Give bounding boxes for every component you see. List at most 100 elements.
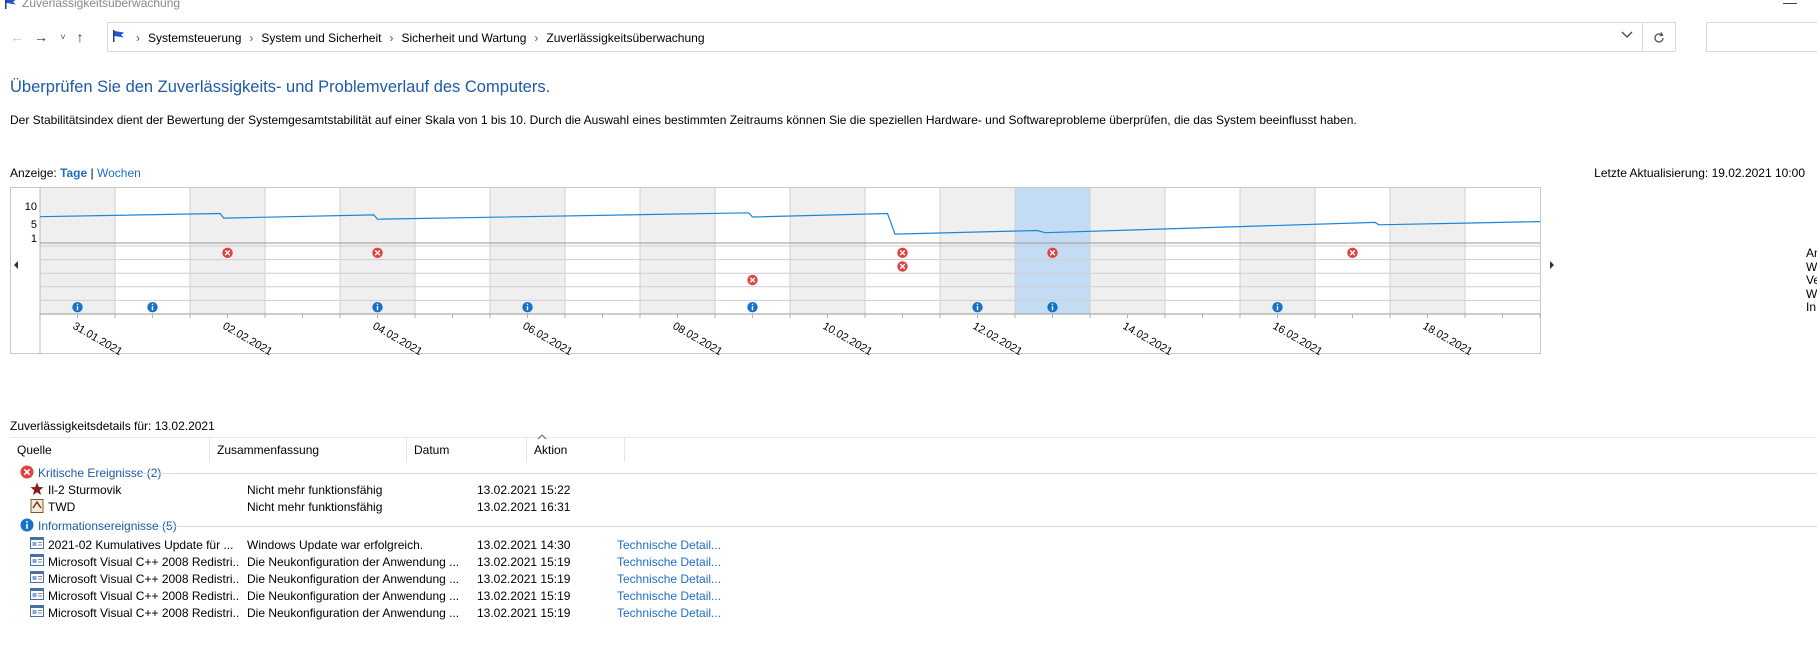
navigation-bar: ← → ˅ ↑ › Systemsteuerung › System und S… [0,22,1817,54]
info-event-mark [76,303,79,306]
day-column[interactable]: 06.02.2021 [490,188,565,314]
y-tick-label: 10 [25,201,37,213]
day-column[interactable]: 19.02.2021 [1465,188,1540,314]
minimize-button[interactable]: — [1783,0,1797,10]
row-date: 13.02.2021 14:30 [477,538,571,552]
error-event-mark [899,250,906,256]
error-event-mark [1349,250,1356,256]
info-event-mark [151,306,154,311]
error-event-mark [749,277,756,283]
view-days-link[interactable]: Tage [60,166,88,180]
column-header-action[interactable]: Aktion [527,438,625,462]
day-column[interactable]: 15.02.2021 [1165,188,1240,314]
stability-index-line [39,212,1541,235]
sort-ascending-icon [537,432,547,443]
technical-details-link[interactable]: Technische Detail... [617,572,722,586]
technical-details-link[interactable]: Technische Detail... [617,555,722,569]
day-column[interactable]: 31.01.2021 [40,188,115,314]
row-source: Microsoft Visual C++ 2008 Redistri... [48,572,238,586]
group-divider [140,473,1817,474]
day-column[interactable]: 12.02.2021 [940,188,1015,314]
forward-arrow-icon[interactable]: → [34,29,48,45]
info-event-mark [751,303,754,306]
table-row[interactable]: Microsoft Visual C++ 2008 Redistri... Di… [10,552,1817,572]
table-row[interactable]: TWD Nicht mehr funktionsfähig 13.02.2021… [10,497,1817,517]
up-arrow-icon[interactable]: ↑ [76,29,84,45]
day-column[interactable]: 07.02.2021 [565,188,640,314]
technical-details-link[interactable]: Technische Detail... [617,589,722,603]
row-source: Microsoft Visual C++ 2008 Redistri... [48,555,238,569]
chevron-right-icon[interactable]: › [534,31,539,45]
day-column[interactable]: 08.02.2021 [640,188,715,314]
flag-icon [112,29,126,46]
installer-icon [30,588,44,603]
breadcrumb-systemsteuerung[interactable]: Systemsteuerung [148,31,242,45]
chevron-right-icon[interactable]: › [249,31,254,45]
info-event-mark [76,306,79,311]
info-event-mark [526,306,529,311]
day-column[interactable]: 01.02.2021 [115,188,190,314]
address-bar[interactable]: › Systemsteuerung › System und Sicherhei… [107,22,1676,52]
day-column[interactable]: 16.02.2021 [1240,188,1315,314]
view-weeks-link[interactable]: Wochen [96,166,141,180]
view-selector: Anzeige: Tage | Wochen [10,166,141,180]
table-row[interactable]: Microsoft Visual C++ 2008 Redistri... Di… [10,586,1817,606]
star-app-icon [30,482,44,499]
installer-icon [30,605,44,620]
details-table: Quelle Zusammenfassung Datum Aktion Krit… [10,434,1817,656]
technical-details-link[interactable]: Technische Detail... [617,606,722,620]
day-column[interactable]: 03.02.2021 [265,188,340,314]
installer-icon [30,571,44,586]
group-information-events[interactable]: Informationsereignisse (5) [10,516,1817,536]
table-row[interactable]: Microsoft Visual C++ 2008 Redistri... Di… [10,569,1817,589]
info-event-mark [1051,303,1054,306]
info-event-mark [526,303,529,306]
row-source: Microsoft Visual C++ 2008 Redistri... [48,589,238,603]
day-column[interactable]: 05.02.2021 [415,188,490,314]
table-row[interactable]: Microsoft Visual C++ 2008 Redistri... Di… [10,603,1817,623]
info-event-mark [151,303,154,306]
chevron-right-icon[interactable]: › [389,31,394,45]
chevron-down-icon[interactable] [1621,30,1633,43]
y-tick-label: 5 [31,219,37,231]
row-source: Il-2 Sturmovik [48,483,122,497]
day-column[interactable]: 09.02.2021 [715,188,790,314]
column-header-date[interactable]: Datum [407,438,527,462]
installer-icon [30,537,44,552]
refresh-button[interactable] [1642,23,1675,51]
row-date: 13.02.2021 15:22 [477,483,571,497]
scroll-right-icon[interactable] [1550,261,1554,269]
view-separator: | [90,166,94,180]
row-summary: Die Neukonfiguration der Anwendung ... [247,589,460,603]
view-label: Anzeige: [10,166,57,180]
column-header-source[interactable]: Quelle [10,438,210,462]
reliability-chart-svg[interactable]: 31.01.202101.02.202102.02.202103.02.2021… [10,187,1817,411]
scroll-left-icon[interactable] [14,261,18,269]
group-critical-events[interactable]: Kritische Ereignisse (2) [10,463,1817,483]
table-row[interactable]: Il-2 Sturmovik Nicht mehr funktionsfähig… [10,480,1817,500]
day-column[interactable]: 14.02.2021 [1090,188,1165,314]
details-header: Zuverlässigkeitsdetails für: 13.02.2021 [10,419,215,433]
back-arrow-icon[interactable]: ← [10,29,24,45]
breadcrumb-system-und-sicherheit[interactable]: System und Sicherheit [261,31,382,45]
title-bar: Zuverlässigkeitsüberwachung — [0,0,1817,14]
reliability-chart[interactable]: 31.01.202101.02.202102.02.202103.02.2021… [10,187,1817,411]
group-divider [158,526,1817,527]
day-column[interactable]: 18.02.2021 [1390,188,1465,314]
breadcrumb-sicherheit-und-wartung[interactable]: Sicherheit und Wartung [401,31,527,45]
table-row[interactable]: 2021-02 Kumulatives Update für ... Windo… [10,535,1817,555]
row-source: 2021-02 Kumulatives Update für ... [48,538,234,552]
error-event-mark [374,250,381,256]
breadcrumb-zuverlaessigkeitsueberwachung[interactable]: Zuverlässigkeitsüberwachung [546,31,705,45]
recent-dropdown-icon[interactable]: ˅ [60,32,66,42]
day-column[interactable]: 10.02.2021 [790,188,865,314]
column-header-summary[interactable]: Zusammenfassung [210,438,407,462]
refresh-icon [1654,32,1664,43]
technical-details-link[interactable]: Technische Detail... [617,538,722,552]
search-input[interactable] [1706,22,1817,52]
event-row-label: An [1806,246,1817,260]
row-summary: Die Neukonfiguration der Anwendung ... [247,572,460,586]
row-date: 13.02.2021 15:19 [477,606,571,620]
window-title: Zuverlässigkeitsüberwachung [22,0,181,10]
y-tick-label: 1 [31,233,37,245]
